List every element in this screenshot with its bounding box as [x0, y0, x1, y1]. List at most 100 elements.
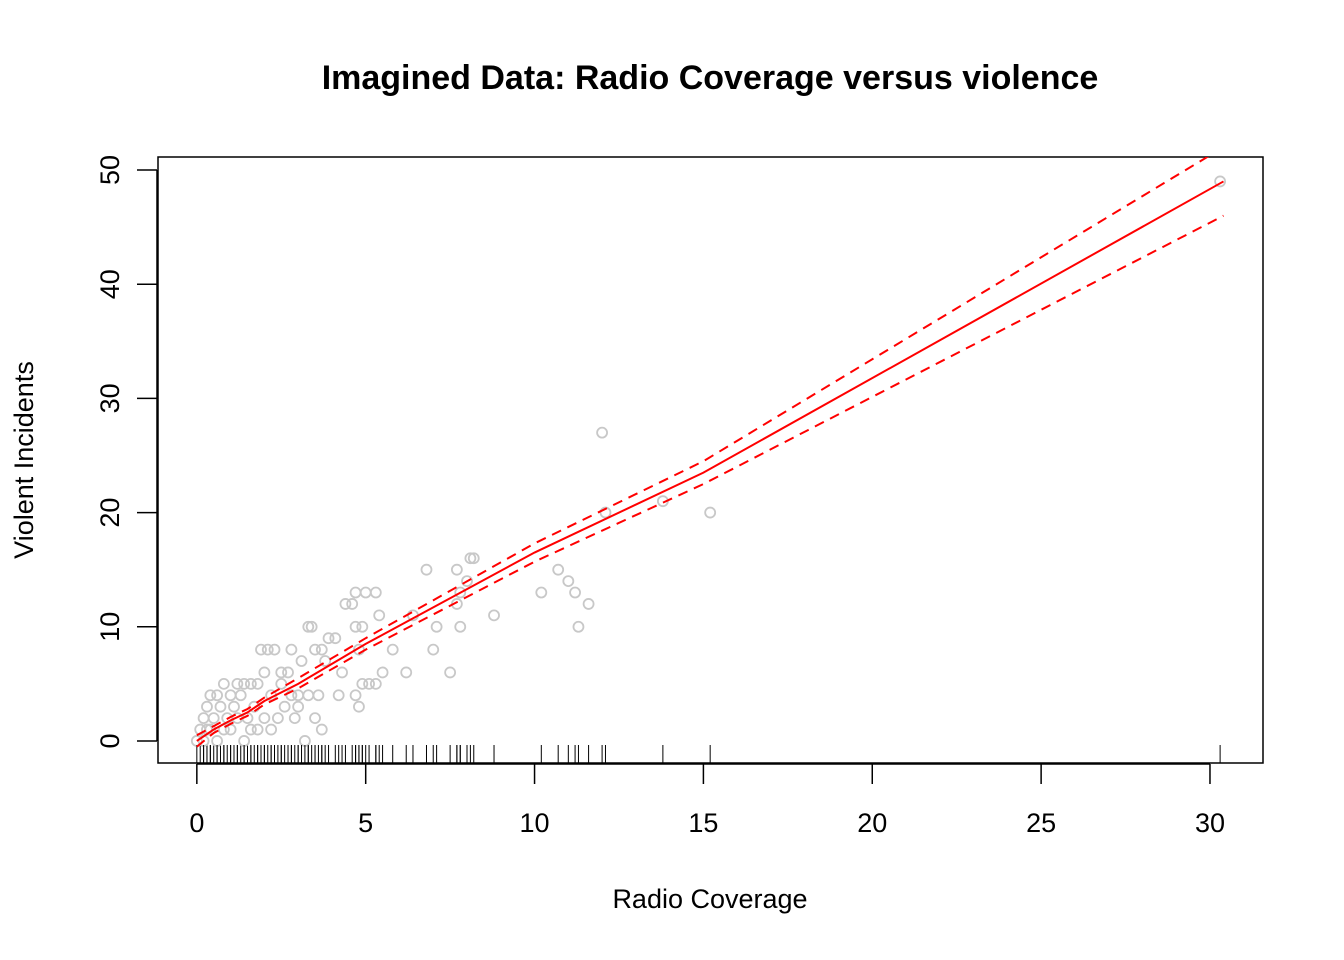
- scatter-point: [238, 677, 251, 690]
- scatter-point: [275, 677, 288, 690]
- scatter-point: [467, 552, 480, 565]
- scatter-point: [322, 632, 335, 645]
- scatter-point: [569, 586, 581, 599]
- scatter-point: [302, 620, 315, 633]
- y-axis-title: Violent Incidents: [9, 361, 39, 559]
- x-tick-label: 15: [688, 808, 718, 838]
- x-axis-title: Radio Coverage: [612, 884, 807, 914]
- y-tick-label: 0: [95, 733, 125, 748]
- scatter-point: [238, 735, 251, 747]
- scatter-point: [244, 723, 257, 736]
- scatter-point: [261, 643, 274, 656]
- scatter-point: [332, 689, 345, 702]
- scatter-point: [258, 666, 271, 679]
- scatter-point: [292, 689, 305, 702]
- scatter-point: [271, 712, 284, 725]
- scatter-point: [353, 700, 365, 713]
- scatter-point: [315, 643, 328, 656]
- scatter-point: [336, 666, 348, 679]
- scatter-point: [207, 712, 220, 725]
- scatter-point: [356, 620, 369, 633]
- scatter-point: [244, 677, 257, 690]
- x-tick-label: 10: [520, 808, 550, 838]
- scatter-point: [346, 598, 359, 610]
- scatter-point: [299, 735, 311, 747]
- scatter-point: [315, 723, 328, 736]
- scatter-point: [275, 666, 288, 679]
- y-tick-label: 50: [95, 155, 125, 185]
- x-tick-label: 25: [1026, 808, 1056, 838]
- scatter-point: [214, 700, 227, 713]
- scatter-point: [251, 677, 264, 690]
- scatter-point: [454, 586, 467, 599]
- scatter-point: [268, 643, 281, 656]
- scatter-point: [265, 723, 278, 736]
- scatter-point: [197, 712, 210, 725]
- scatter-point: [535, 586, 548, 599]
- scatter-point: [228, 700, 240, 713]
- y-tick-label: 30: [95, 383, 125, 413]
- scatter-point: [285, 643, 298, 656]
- scatter-point: [582, 598, 595, 610]
- scatter-point: [292, 700, 305, 713]
- scatter-point: [258, 712, 271, 725]
- scatter-point: [430, 620, 443, 633]
- scatter-point: [376, 666, 389, 679]
- scatter-point: [704, 506, 717, 519]
- scatter-point: [231, 677, 244, 690]
- x-tick-label: 30: [1195, 808, 1225, 838]
- scatter-point: [278, 700, 291, 713]
- y-tick-label: 40: [95, 269, 125, 299]
- scatter-point: [295, 655, 308, 667]
- scatter-point: [373, 609, 386, 622]
- scatter-point: [309, 712, 321, 725]
- confidence-band: [196, 214, 1224, 748]
- scatter-point: [572, 620, 585, 633]
- chart-title: Imagined Data: Radio Coverage versus vio…: [322, 59, 1099, 97]
- scatter-point: [386, 643, 399, 656]
- scatter-point: [251, 723, 264, 736]
- scatter-point: [349, 689, 362, 702]
- scatter-point: [349, 586, 362, 599]
- scatter-point: [211, 735, 223, 747]
- scatter-point: [204, 689, 217, 702]
- x-tick-label: 20: [857, 808, 887, 838]
- scatter-point: [488, 609, 500, 622]
- scatter-point: [356, 677, 369, 690]
- scatter-point: [552, 563, 565, 576]
- scatter-point: [599, 506, 612, 519]
- x-tick-label: 0: [189, 808, 204, 838]
- scatter-point: [224, 689, 237, 702]
- scatter-point: [329, 632, 342, 645]
- scatter-point: [201, 700, 213, 713]
- scatter-point: [596, 426, 608, 439]
- scatter-point: [339, 598, 352, 610]
- scatter-point: [312, 689, 325, 702]
- scatter-point: [302, 689, 315, 702]
- confidence-band: [196, 157, 1210, 737]
- fit-line: [196, 180, 1224, 742]
- scatter-point: [217, 677, 230, 690]
- scatter-point: [444, 666, 457, 679]
- scatter-point: [305, 620, 318, 633]
- scatter-point: [420, 563, 433, 576]
- scatter-point: [285, 689, 298, 702]
- scatter-point: [369, 586, 382, 599]
- plot-box: [157, 156, 1264, 764]
- y-tick-label: 20: [95, 498, 125, 528]
- scatter-point: [255, 643, 267, 656]
- scatter-point: [359, 586, 372, 599]
- scatter-point: [363, 677, 375, 690]
- y-tick-label: 10: [95, 612, 125, 642]
- scatter-point: [400, 666, 413, 679]
- scatter-point: [427, 643, 440, 656]
- scatter-point: [282, 666, 294, 679]
- scatter-point: [309, 643, 321, 656]
- plot-area: [190, 157, 1227, 763]
- scatter-point: [211, 689, 223, 702]
- scatter-point: [450, 563, 463, 576]
- scatter-point: [349, 620, 362, 633]
- scatter-point: [1214, 175, 1227, 188]
- scatter-point: [461, 575, 473, 587]
- scatter-point: [288, 712, 301, 725]
